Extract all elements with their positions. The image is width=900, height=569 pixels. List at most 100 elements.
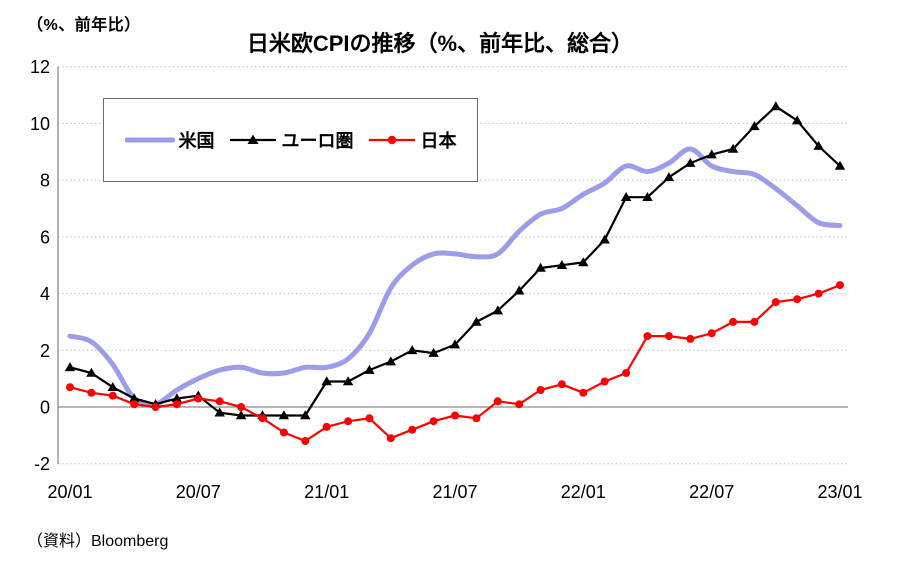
x-tick-label: 21/07	[432, 482, 477, 502]
japan-marker	[258, 414, 267, 423]
euro-marker	[235, 410, 247, 420]
japan-marker	[237, 403, 246, 411]
euro-marker	[214, 407, 225, 417]
euro-marker	[129, 393, 140, 403]
legend-label-us: 米国	[178, 131, 215, 151]
japan-marker	[66, 383, 74, 392]
legend-item-japan: 日本	[367, 127, 457, 153]
japan-marker	[344, 417, 353, 426]
japan-marker	[151, 403, 160, 411]
y-tick-label: 12	[30, 57, 50, 77]
x-tick-label: 20/01	[47, 482, 92, 502]
japan-marker	[451, 411, 459, 420]
euro-marker	[834, 160, 846, 170]
euro-marker	[321, 376, 332, 386]
euro-marker	[171, 393, 183, 403]
japan-marker	[536, 386, 545, 394]
japan-marker	[386, 434, 395, 443]
japan-marker	[365, 414, 374, 423]
legend-item-euro: ユーロ圏	[228, 127, 354, 153]
euro-marker	[492, 305, 503, 315]
japan-marker	[279, 428, 288, 437]
euro-marker	[342, 376, 354, 386]
euro-marker	[535, 262, 546, 272]
japan-marker	[729, 317, 738, 326]
euro-marker	[514, 285, 525, 295]
euro-marker	[86, 367, 97, 377]
y-tick-label: 6	[40, 227, 50, 247]
euro-marker	[385, 356, 396, 366]
euro-marker	[556, 260, 568, 269]
x-tick-label: 22/01	[561, 482, 606, 502]
euro-marker	[300, 410, 311, 420]
chart-title: 日米欧CPIの推移（%、前年比、総合）	[246, 31, 634, 56]
japan-marker	[686, 334, 695, 343]
euro-marker	[64, 362, 76, 372]
x-tick-label: 22/07	[689, 482, 734, 502]
euro-marker	[749, 121, 760, 131]
japan-marker	[771, 298, 780, 307]
legend-label-japan: 日本	[420, 131, 457, 151]
japan-marker	[493, 397, 502, 406]
euro-marker	[620, 192, 632, 201]
japan-marker	[130, 400, 139, 409]
euro-marker	[428, 347, 439, 357]
euro-marker	[685, 157, 696, 167]
japan-marker	[707, 329, 716, 338]
euro-triangle-marker-icon	[247, 134, 258, 144]
euro-marker	[792, 115, 803, 125]
japan-marker	[172, 400, 181, 409]
us-line	[67, 146, 843, 408]
y-tick-label: 8	[40, 171, 50, 191]
euro-marker	[813, 140, 824, 150]
euro-line-sample	[229, 134, 276, 144]
japan-marker	[194, 394, 203, 403]
japan-marker	[600, 377, 609, 386]
legend-item-us: 米国	[124, 127, 215, 153]
y-tick-label: 2	[40, 341, 50, 361]
euro-marker	[599, 234, 610, 244]
japan-marker	[472, 414, 481, 423]
japan-marker	[557, 380, 566, 389]
euro-marker	[706, 149, 717, 159]
euro-marker	[727, 143, 739, 153]
source-note: （資料）Bloomberg	[27, 533, 169, 550]
euro-marker	[770, 101, 781, 111]
japan-line-sample	[368, 135, 415, 145]
y-tick-label: -2	[34, 454, 50, 474]
japan-marker	[301, 437, 310, 445]
x-tick-label: 21/01	[304, 482, 349, 502]
x-tick-label: 23/01	[817, 482, 862, 502]
japan-marker	[836, 281, 844, 290]
japan-marker	[643, 332, 652, 341]
y-axis-unit-label: （%、前年比）	[27, 17, 141, 34]
japan-circle-marker-icon	[387, 135, 396, 145]
legend-box: 米国 ユーロ圏 日本	[103, 98, 478, 182]
euro-marker	[663, 172, 675, 182]
japan-marker	[664, 332, 673, 341]
japan-marker	[750, 317, 759, 326]
us-line-sample	[124, 137, 175, 143]
legend-label-euro: ユーロ圏	[281, 131, 354, 151]
euro-marker	[578, 257, 589, 267]
japan-marker	[429, 417, 438, 426]
japan-marker	[408, 425, 417, 434]
japan-marker	[87, 388, 96, 397]
euro-marker	[471, 316, 482, 326]
y-tick-label: 0	[40, 398, 50, 418]
y-tick-label: 4	[40, 284, 50, 304]
euro-marker	[107, 382, 118, 391]
y-tick-label: 10	[30, 114, 50, 134]
japan-marker	[579, 388, 588, 397]
japan-marker	[622, 369, 631, 377]
japan-marker	[793, 295, 802, 304]
euro-marker	[364, 364, 375, 374]
japan-marker	[215, 397, 224, 406]
japan-marker	[515, 400, 524, 409]
euro-marker	[449, 339, 461, 349]
euro-marker	[642, 192, 653, 201]
japan-marker	[108, 391, 117, 400]
japan-marker	[814, 289, 823, 298]
x-tick-label: 20/07	[176, 482, 221, 502]
